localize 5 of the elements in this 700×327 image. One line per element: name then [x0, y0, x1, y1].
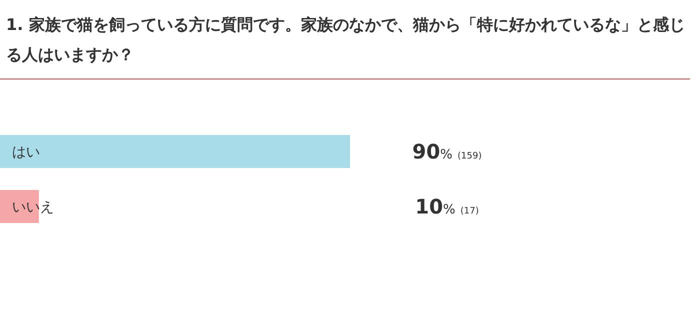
data-label: 10% (17)	[415, 194, 479, 218]
y-tick-label: いいえ	[12, 200, 54, 216]
data-label: 90% (159)	[412, 140, 482, 164]
y-tick-label: はい	[12, 144, 40, 160]
chart-title: 1. 家族で猫を飼っている方に質問です。家族のなかで、猫から「特に好かれているな」と感じる人はいますか？	[6, 14, 686, 66]
